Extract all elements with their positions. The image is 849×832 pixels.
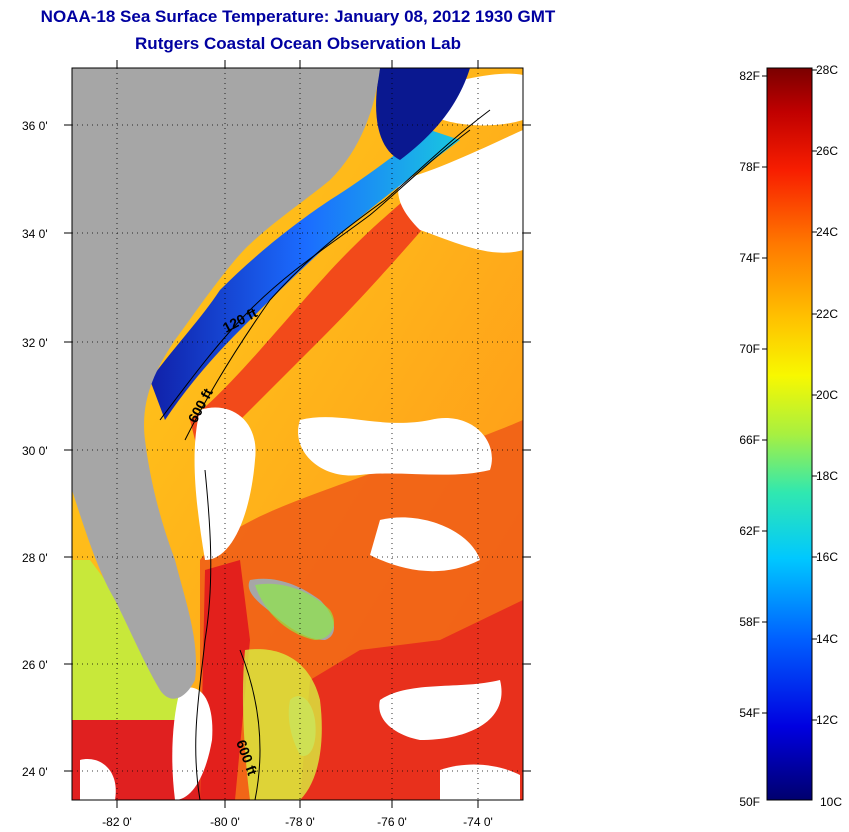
southeast-us-landmass bbox=[72, 68, 380, 699]
celsius-label: 16C bbox=[816, 550, 838, 564]
map-subtitle: Rutgers Coastal Ocean Observation Lab bbox=[135, 34, 461, 53]
lat-label: 36 0' bbox=[22, 119, 48, 133]
fahrenheit-label: 74F bbox=[739, 251, 760, 265]
lon-label: -82 0' bbox=[102, 815, 132, 829]
celsius-label: 18C bbox=[816, 469, 838, 483]
celsius-label: 22C bbox=[816, 307, 838, 321]
latitude-labels: 36 0' 34 0' 32 0' 30 0' 28 0' 26 0' 24 0… bbox=[22, 119, 48, 779]
celsius-label: 24C bbox=[816, 225, 838, 239]
fahrenheit-label: 62F bbox=[739, 524, 760, 538]
contour-florida-shelf bbox=[195, 469, 212, 801]
map-title: NOAA-18 Sea Surface Temperature: January… bbox=[40, 7, 556, 26]
celsius-label: 20C bbox=[816, 388, 838, 402]
contour-strait bbox=[239, 649, 261, 801]
lat-label: 28 0' bbox=[22, 551, 48, 565]
fahrenheit-label: 54F bbox=[739, 706, 760, 720]
florida-current bbox=[200, 560, 250, 800]
lon-label: -78 0' bbox=[285, 815, 315, 829]
depth-contours bbox=[159, 109, 491, 801]
gulf-stream-core bbox=[190, 170, 470, 460]
fahrenheit-label: 78F bbox=[739, 160, 760, 174]
temperature-colorbar: 82F 78F 74F 70F 66F 62F 58F 54F 50F 28C … bbox=[739, 63, 842, 809]
lon-label: -74 0' bbox=[463, 815, 493, 829]
great-bahama-bank bbox=[242, 649, 322, 800]
cold-sound-water bbox=[376, 68, 470, 160]
map-grid bbox=[72, 68, 523, 800]
celsius-label: 26C bbox=[816, 144, 838, 158]
celsius-label: 12C bbox=[816, 713, 838, 727]
map-frame bbox=[71, 67, 524, 801]
lon-label: -76 0' bbox=[377, 815, 407, 829]
contour-600ft bbox=[184, 109, 491, 441]
colorbar-scale bbox=[766, 67, 813, 801]
lat-label: 32 0' bbox=[22, 336, 48, 350]
lat-label: 24 0' bbox=[22, 765, 48, 779]
map-ticks bbox=[64, 60, 531, 808]
celsius-label: 28C bbox=[816, 63, 838, 77]
fahrenheit-label: 58F bbox=[739, 615, 760, 629]
bahamas-bank bbox=[255, 583, 335, 640]
lat-label: 26 0' bbox=[22, 658, 48, 672]
sst-image bbox=[72, 68, 523, 800]
lat-label: 34 0' bbox=[22, 227, 48, 241]
fahrenheit-label: 50F bbox=[739, 795, 760, 809]
fahrenheit-label: 70F bbox=[739, 342, 760, 356]
contour-120ft bbox=[159, 129, 471, 421]
celsius-label: 14C bbox=[816, 632, 838, 646]
cold-shelf-water bbox=[150, 130, 460, 420]
fahrenheit-label: 66F bbox=[739, 433, 760, 447]
celsius-label: 10C bbox=[820, 795, 842, 809]
lat-label: 30 0' bbox=[22, 444, 48, 458]
fahrenheit-label: 82F bbox=[739, 69, 760, 83]
lon-label: -80 0' bbox=[210, 815, 240, 829]
longitude-labels: -82 0' -80 0' -78 0' -76 0' -74 0' bbox=[102, 815, 493, 829]
